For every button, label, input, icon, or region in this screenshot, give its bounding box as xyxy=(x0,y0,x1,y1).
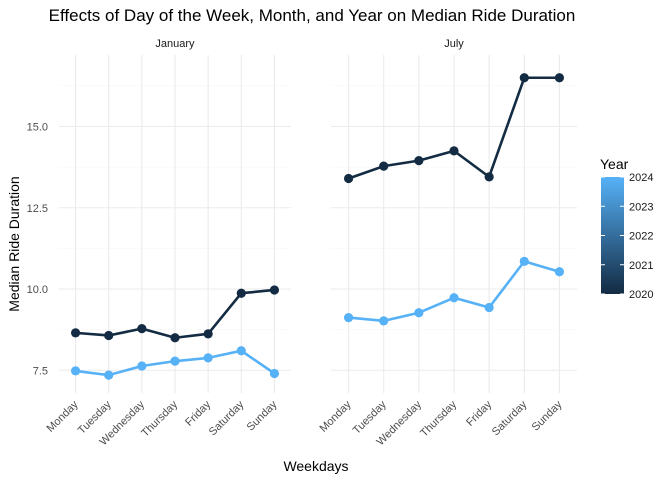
y-axis-title: Median Ride Duration xyxy=(6,176,22,311)
data-point-2024 xyxy=(554,267,565,277)
x-tick-label: Saturday xyxy=(207,398,247,438)
y-tick-label: 10.0 xyxy=(27,284,48,296)
x-tick-label: Monday xyxy=(318,398,355,435)
legend-color-bar xyxy=(601,177,624,294)
x-tick-label: Thursday xyxy=(418,398,459,439)
x-tick-label: Sunday xyxy=(245,398,280,433)
x-tick-label: Saturday xyxy=(490,398,530,438)
x-tick-label: Friday xyxy=(464,398,494,428)
facet-label: July xyxy=(444,38,464,50)
data-point-2024 xyxy=(170,356,180,366)
data-point-2020 xyxy=(203,329,213,339)
data-point-2020 xyxy=(104,330,114,341)
data-point-2020 xyxy=(269,285,280,295)
data-point-2024 xyxy=(269,368,280,379)
legend: Year 2020 2021 2022 2023 2024 xyxy=(600,156,653,301)
data-point-2024 xyxy=(414,308,424,318)
y-tick-label: 12.5 xyxy=(27,203,48,215)
data-point-2020 xyxy=(519,73,529,83)
y-axis: 7.5 10.0 12.5 15.0 xyxy=(27,122,48,378)
legend-label: 2024 xyxy=(629,172,653,184)
data-point-2020 xyxy=(449,146,459,156)
data-point-2020 xyxy=(484,172,494,182)
x-tick-label: Friday xyxy=(183,398,213,428)
y-tick-label: 7.5 xyxy=(33,365,48,377)
data-point-2024 xyxy=(236,346,246,356)
legend-label: 2022 xyxy=(629,231,653,243)
legend-title: Year xyxy=(600,156,629,172)
data-point-2020 xyxy=(137,324,147,334)
legend-label: 2020 xyxy=(629,289,653,301)
data-point-2024 xyxy=(484,302,494,313)
data-point-2020 xyxy=(554,73,565,83)
data-point-2020 xyxy=(236,288,246,298)
legend-label: 2023 xyxy=(629,201,653,213)
chart-title: Effects of Day of the Week, Month, and Y… xyxy=(49,6,576,25)
data-point-2024 xyxy=(104,370,114,380)
y-tick-label: 15.0 xyxy=(27,122,48,134)
data-point-2020 xyxy=(70,328,81,338)
data-point-2020 xyxy=(379,161,389,171)
data-point-2024 xyxy=(449,293,459,303)
x-tick-label: Thursday xyxy=(139,398,180,439)
x-tick-label: Sunday xyxy=(530,398,565,433)
data-point-2020 xyxy=(343,173,354,184)
data-point-2020 xyxy=(170,333,180,343)
data-point-2024 xyxy=(519,256,529,266)
data-point-2024 xyxy=(203,353,213,363)
data-point-2024 xyxy=(343,313,354,323)
legend-label: 2021 xyxy=(629,260,653,272)
data-point-2020 xyxy=(414,156,424,166)
data-point-2024 xyxy=(70,366,81,376)
data-point-2024 xyxy=(137,361,147,371)
data-point-2024 xyxy=(379,316,389,326)
x-axis-title: Weekdays xyxy=(283,458,348,474)
facet-label: January xyxy=(155,38,195,50)
